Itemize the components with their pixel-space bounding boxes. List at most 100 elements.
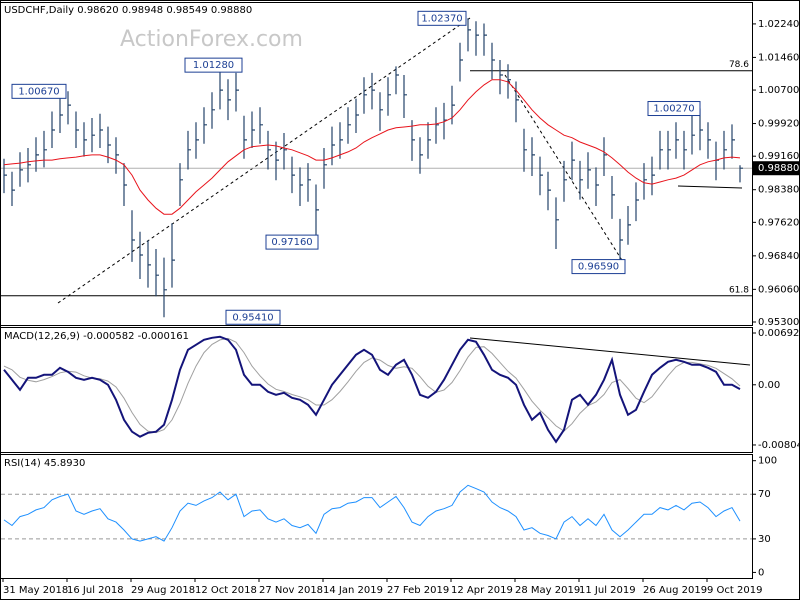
ohlc-bar — [299, 167, 303, 206]
ohlc-bar — [259, 107, 263, 144]
x-tick-label: 29 Aug 2018 — [131, 585, 195, 596]
ohlc-bar — [643, 163, 647, 200]
ohlc-bar — [499, 60, 503, 95]
ohlc-bar — [35, 137, 39, 172]
ohlc-bar — [579, 160, 583, 200]
price-title: USDCHF,Daily 0.98620 0.98948 0.98549 0.9… — [4, 5, 252, 16]
ohlc-bar — [315, 184, 319, 243]
ohlc-bar — [483, 23, 487, 56]
ohlc-bar — [595, 167, 599, 206]
last-price-label: 0.98880 — [758, 163, 799, 174]
price-panel — [0, 2, 753, 326]
annotation-box — [184, 57, 243, 73]
y-tick-label: 0 — [758, 567, 764, 578]
ohlc-bar — [435, 107, 439, 144]
y-tick-label: 1.02240 — [758, 19, 799, 30]
ohlc-bar — [307, 163, 311, 202]
trendline — [504, 74, 626, 266]
ohlc-bar — [555, 197, 559, 249]
ohlc-bar — [43, 130, 47, 168]
ohlc-bar — [427, 122, 431, 159]
ohlc-bar — [131, 210, 135, 262]
ohlc-bar — [411, 120, 415, 161]
x-tick-label: 14 Jan 2019 — [323, 585, 383, 596]
ohlc-bar — [371, 72, 375, 110]
x-tick-label: 9 Oct 2019 — [707, 585, 762, 596]
ohlc-bar — [179, 163, 183, 206]
y-tick-label: 1.01460 — [758, 52, 799, 63]
ohlc-bar — [563, 160, 567, 202]
ohlc-bar — [475, 21, 479, 56]
x-tick-label: 31 May 2018 — [3, 585, 68, 596]
ohlc-bar — [675, 122, 679, 159]
ohlc-bar — [75, 111, 79, 148]
x-tick-label: 27 Nov 2018 — [259, 585, 323, 596]
y-tick-label: 0.99160 — [758, 151, 799, 162]
y-tick-label: -0.008049 — [758, 440, 800, 451]
support-line — [677, 185, 743, 189]
y-tick-label: 100 — [758, 456, 777, 467]
ohlc-bar — [619, 218, 623, 267]
ohlc-bar — [723, 130, 727, 170]
ohlc-bar — [683, 130, 687, 170]
ohlc-bar — [251, 111, 255, 148]
ohlc-bar — [515, 81, 519, 123]
ohlc-bar — [731, 124, 735, 159]
last-price-box — [753, 161, 799, 176]
ohlc-bar — [291, 156, 295, 194]
ohlc-bar — [11, 171, 15, 206]
ohlc-bar — [163, 257, 167, 318]
moving-average — [3, 79, 741, 215]
ohlc-bar — [363, 77, 367, 114]
y-tick-label: 0.00 — [758, 380, 780, 391]
ohlc-bar — [355, 98, 359, 133]
series-line — [3, 484, 741, 542]
annotation-label: 0.96590 — [578, 262, 619, 273]
ohlc-bar — [419, 137, 423, 174]
ohlc-bar — [123, 163, 127, 206]
ohlc-bar — [659, 130, 663, 170]
ohlc-bar — [59, 98, 63, 133]
macd-trendline — [469, 337, 751, 366]
ohlc-bar — [339, 122, 343, 159]
ohlc-bar — [211, 92, 215, 129]
ohlc-bar — [611, 176, 615, 219]
x-tick-label: 28 May 2019 — [515, 585, 580, 596]
ohlc-bar — [635, 182, 639, 222]
macd-panel — [0, 327, 753, 453]
ohlc-bar — [651, 156, 655, 196]
ohlc-bar — [347, 107, 351, 144]
annotation-label: 1.00270 — [653, 104, 694, 115]
ohlc-bar — [227, 79, 231, 121]
rsi-panel — [0, 454, 753, 579]
x-tick-label: 12 Oct 2018 — [195, 585, 257, 596]
y-tick-label: 0.96060 — [758, 284, 799, 295]
ohlc-bar — [19, 152, 23, 187]
y-tick-label: 30 — [758, 534, 771, 545]
ohlc-bar — [171, 223, 175, 288]
ohlc-bar — [139, 231, 143, 279]
annotation-box — [225, 309, 281, 325]
ohlc-bar — [283, 133, 287, 170]
annotation-label: 1.01280 — [193, 60, 234, 71]
ohlc-bar — [267, 130, 271, 170]
ohlc-bar — [235, 72, 239, 112]
x-tick-label: 26 Aug 2019 — [643, 585, 707, 596]
ohlc-bar — [667, 130, 671, 170]
ohlc-bar — [91, 118, 95, 153]
ohlc-bar — [587, 152, 591, 189]
annotation-label: 1.02370 — [421, 13, 462, 24]
x-tick-label: 12 Apr 2019 — [451, 585, 513, 596]
y-tick-label: 0.95300 — [758, 317, 799, 328]
y-tick-label: 0.96840 — [758, 251, 799, 262]
ohlc-bar — [403, 75, 407, 118]
annotation-label: 0.95410 — [232, 312, 273, 323]
ohlc-bar — [627, 206, 631, 245]
ohlc-bar — [707, 122, 711, 159]
x-tick-label: 16 Jul 2018 — [67, 585, 124, 596]
annotation-box — [647, 101, 701, 117]
annotation-box — [571, 259, 626, 275]
ohlc-bar — [195, 122, 199, 159]
